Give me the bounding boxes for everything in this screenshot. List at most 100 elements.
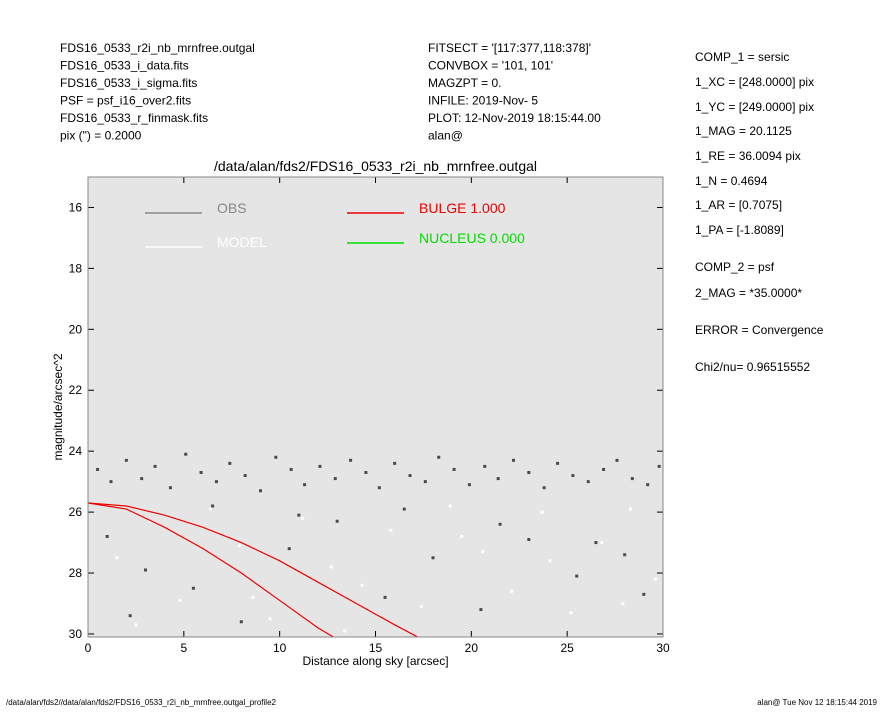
header-line: FITSECT = '[117:377,118:378]' [428, 41, 591, 55]
chart-title: /data/alan/fds2/FDS16_0533_r2i_nb_mrnfre… [214, 158, 537, 174]
legend-label: MODEL [217, 234, 267, 250]
point [556, 461, 560, 465]
x-axis-label: Distance along sky [arcsec] [302, 654, 448, 668]
side-line: 1_N = 0.4694 [695, 174, 768, 188]
point [594, 541, 598, 545]
point [211, 504, 215, 508]
side-line: 1_PA = [-1.8089] [695, 223, 784, 237]
point [153, 464, 157, 468]
y-tick-label: 20 [69, 322, 83, 336]
point [343, 629, 347, 633]
point [115, 556, 119, 560]
point [483, 464, 487, 468]
point [510, 589, 514, 593]
point [408, 474, 412, 478]
point [105, 534, 109, 538]
point [274, 455, 278, 459]
plot-area [88, 177, 663, 637]
point [527, 470, 531, 474]
side-line: 1_XC = [248.0000] pix [695, 75, 814, 89]
point [569, 611, 573, 615]
point [243, 474, 247, 478]
point [199, 470, 203, 474]
point [467, 483, 471, 487]
header-line: FDS16_0533_i_sigma.fits [60, 76, 197, 90]
point [128, 614, 132, 618]
point [420, 605, 423, 609]
side-line: 2_MAG = *35.0000* [695, 286, 802, 300]
x-tick-label: 0 [85, 641, 92, 655]
point [360, 583, 364, 587]
point [301, 516, 305, 520]
header-line: pix (") = 0.2000 [60, 129, 142, 143]
point [383, 595, 387, 599]
point [460, 534, 464, 538]
point [364, 470, 368, 474]
point [349, 458, 353, 462]
point [389, 528, 393, 532]
bulge-curve [88, 502, 418, 637]
point [318, 464, 322, 468]
point [452, 467, 456, 471]
y-tick-label: 28 [69, 566, 83, 580]
legend-label: OBS [217, 200, 247, 216]
side-line: Chi2/nu= 0.96515552 [695, 360, 810, 374]
point [481, 550, 485, 554]
y-tick-label: 18 [69, 261, 83, 275]
legend-label: NUCLEUS 0.000 [419, 230, 525, 246]
point [303, 483, 307, 487]
point [209, 507, 213, 511]
x-tick-label: 20 [465, 641, 479, 655]
point [623, 553, 627, 557]
point [602, 467, 606, 471]
side-line: ERROR = Convergence [695, 323, 824, 337]
point [124, 458, 128, 462]
point [630, 477, 634, 481]
x-tick-label: 30 [656, 641, 670, 655]
point [479, 608, 483, 612]
y-tick-label: 16 [69, 200, 83, 214]
point [268, 617, 272, 621]
side-line: 1_AR = [0.7075] [695, 198, 782, 212]
point [140, 477, 144, 481]
point [134, 623, 138, 627]
x-tick-label: 10 [273, 641, 287, 655]
y-tick-label: 24 [69, 444, 83, 458]
point [496, 477, 500, 481]
point [448, 504, 452, 508]
point [437, 455, 441, 459]
side-line: 1_MAG = 20.1125 [695, 124, 792, 138]
plot-marks [88, 452, 661, 637]
point [109, 480, 113, 484]
point [168, 486, 172, 490]
point [498, 522, 502, 526]
point [527, 538, 531, 542]
point [548, 559, 552, 563]
point [431, 556, 435, 560]
point [512, 458, 515, 462]
point [615, 458, 619, 462]
y-axis-label: magnitude/arcsec^2 [51, 353, 65, 460]
header-line: INFILE: 2019-Nov- 5 [428, 94, 538, 108]
point [402, 507, 406, 511]
plot-frame [87, 176, 664, 638]
header-line: FDS16_0533_i_data.fits [60, 59, 189, 73]
point [575, 574, 579, 578]
point [621, 601, 625, 605]
header-line: PSF = psf_i16_over2.fits [60, 94, 191, 108]
point [333, 477, 337, 481]
point [646, 483, 650, 487]
point [393, 461, 397, 465]
point [540, 510, 544, 514]
header-line: CONVBOX = '101, 101' [428, 59, 553, 73]
point [657, 464, 661, 468]
point [96, 467, 100, 471]
y-tick-label: 26 [69, 505, 83, 519]
y-tick-label: 22 [69, 383, 83, 397]
point [251, 595, 255, 599]
x-tick-label: 15 [369, 641, 383, 655]
x-tick-label: 5 [180, 641, 187, 655]
point [297, 513, 301, 517]
legend-label: BULGE 1.000 [419, 200, 506, 216]
